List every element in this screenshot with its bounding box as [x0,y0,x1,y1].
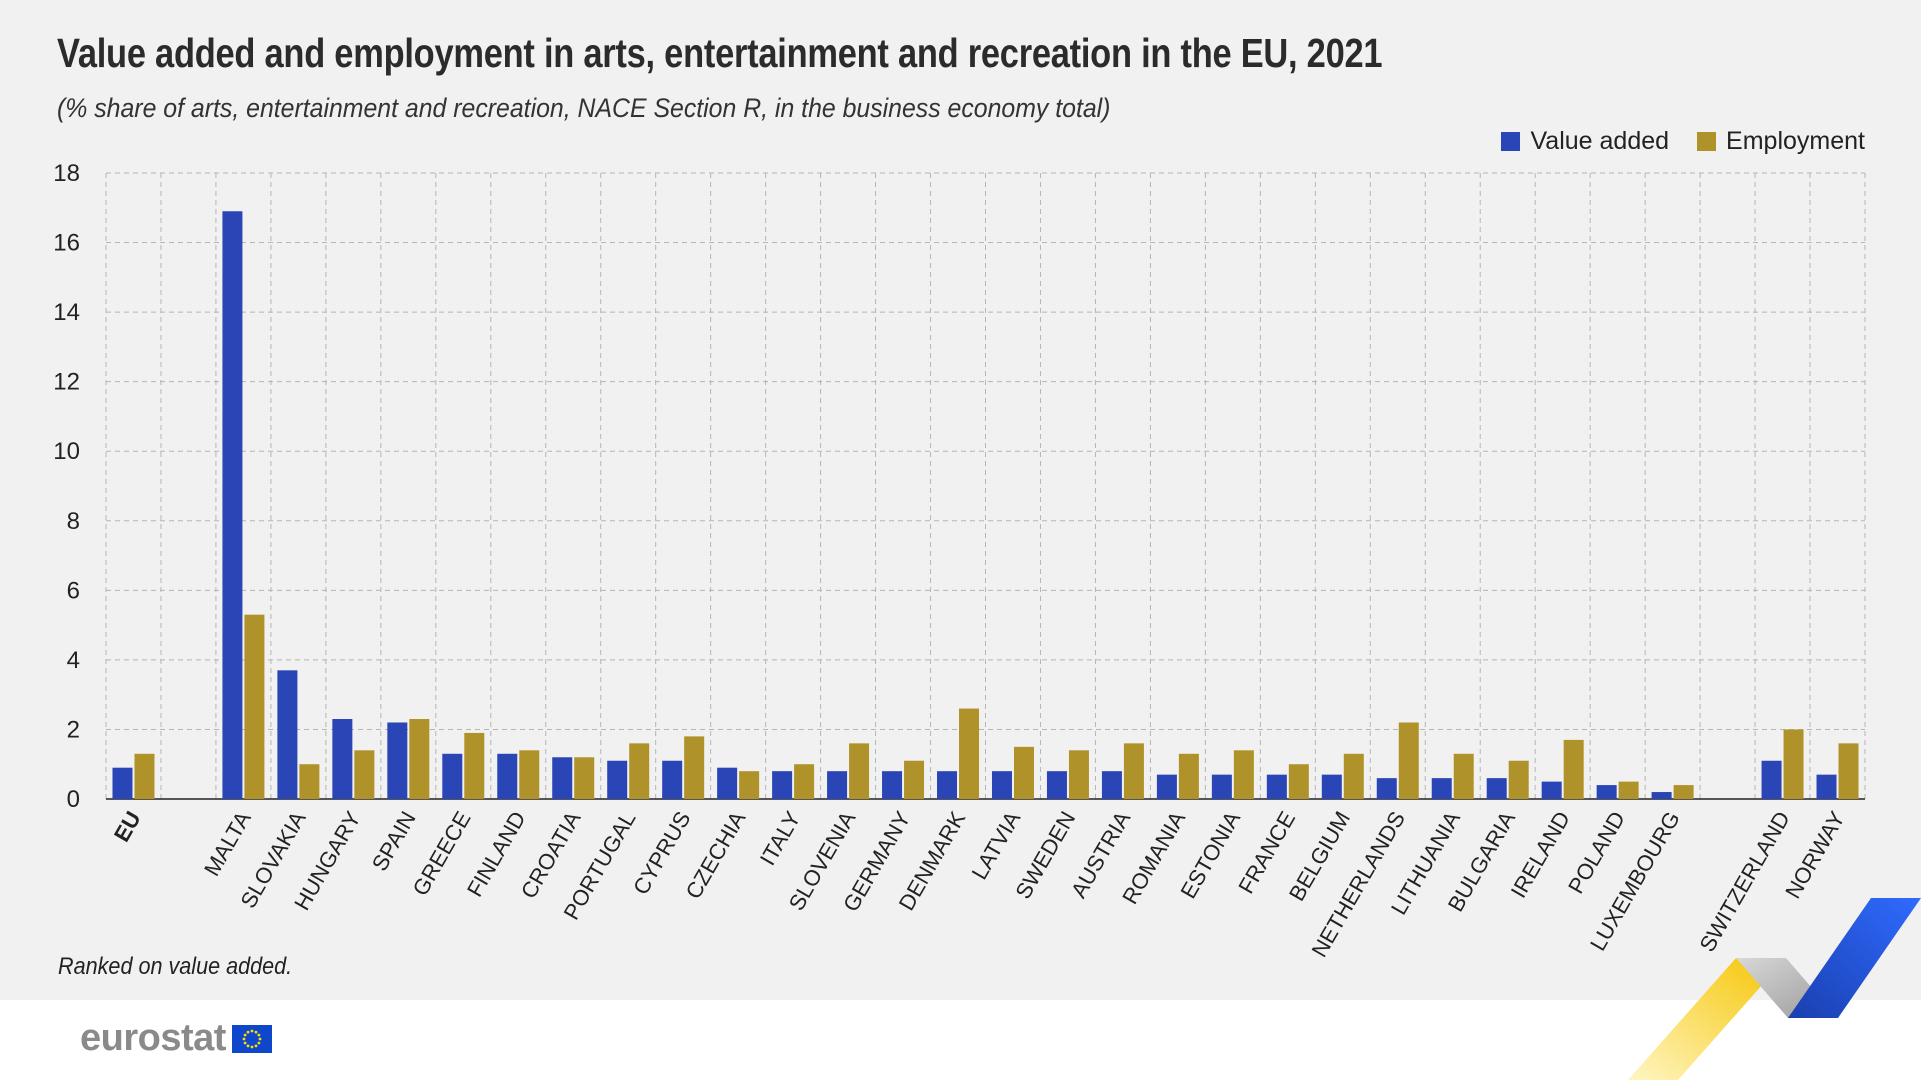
bar-employment-hungary [354,750,375,799]
bar-value-added-bulgaria [1486,778,1507,799]
bar-employment-ireland [1563,739,1584,799]
legend-label-employment: Employment [1726,127,1865,155]
bar-value-added-norway [1816,774,1837,799]
bar-value-added-poland [1596,785,1617,799]
y-tick-label: 0 [67,786,80,813]
bar-value-added-romania [1156,774,1177,799]
logo-text: eurostat [80,1017,226,1059]
legend-item-value-added: Value added [1501,127,1669,156]
footnote: Ranked on value added. [58,953,293,980]
bar-employment-slovakia [299,764,320,799]
bar-employment-switzerland [1783,729,1804,799]
y-tick-label: 2 [67,716,80,743]
bar-employment-austria [1123,743,1144,799]
x-tick-label: EU [109,807,146,846]
bar-employment-malta [244,614,265,799]
bar-value-added-netherlands [1376,778,1397,799]
chart-subtitle: (% share of arts, entertainment and recr… [57,93,1111,123]
chart-title: Value added and employment in arts, ente… [57,30,1383,76]
x-tick-label: SPAIN [367,807,421,875]
decorative-ribbon-graphic [1628,898,1921,1080]
y-tick-label: 14 [53,299,80,326]
bar-employment-netherlands [1398,722,1419,799]
bar-value-added-slovakia [277,670,298,799]
bar-value-added-germany [882,771,903,799]
bar-employment-romania [1178,753,1199,799]
bar-value-added-czechia [717,767,738,799]
eu-flag-icon [231,1024,272,1053]
bar-employment-latvia [1013,746,1034,799]
bar-employment-bulgaria [1508,760,1529,799]
bar-value-added-belgium [1321,774,1342,799]
bar-employment-czechia [739,771,760,799]
bar-value-added-switzerland [1761,760,1782,799]
bar-value-added-finland [497,753,518,799]
y-tick-label: 6 [67,577,80,604]
bar-value-added-greece [442,753,463,799]
y-tick-label: 18 [53,160,80,187]
legend-label-value-added: Value added [1530,127,1670,155]
bar-value-added-spain [387,722,408,799]
bar-employment-italy [794,764,815,799]
y-tick-label: 16 [53,230,80,257]
bar-employment-poland [1618,781,1639,799]
bar-value-added-lithuania [1431,778,1452,799]
bar-value-added-latvia [991,771,1012,799]
bar-value-added-italy [772,771,793,799]
bar-employment-germany [904,760,925,799]
legend-swatch-value-added [1501,132,1521,151]
bar-value-added-sweden [1046,771,1067,799]
bar-employment-estonia [1233,750,1254,799]
bar-employment-luxembourg [1673,785,1694,799]
bar-employment-slovenia [849,743,870,799]
bar-value-added-france [1266,774,1287,799]
chart-panel [0,0,1921,1000]
bar-employment-lithuania [1453,753,1474,799]
x-tick-label: MALTA [199,807,256,880]
bars-layer [112,211,1859,799]
bar-value-added-portugal [607,760,628,799]
x-tick-label: LATVIA [967,807,1026,884]
bar-value-added-croatia [552,757,573,799]
bar-value-added-malta [222,211,243,799]
bar-value-added-luxembourg [1651,792,1672,799]
bar-value-added-slovenia [827,771,848,799]
y-tick-label: 12 [53,369,80,396]
y-tick-label: 8 [67,508,80,535]
bar-employment-croatia [574,757,595,799]
bar-value-added-austria [1101,771,1122,799]
bar-employment-belgium [1343,753,1364,799]
bar-employment-denmark [959,708,980,799]
bar-value-added-hungary [332,719,353,799]
bar-employment-france [1288,764,1309,799]
bar-employment-spain [409,719,430,799]
bar-employment-cyprus [684,736,705,799]
y-tick-label: 10 [53,438,80,465]
legend-swatch-employment [1697,132,1717,151]
bar-value-added-estonia [1211,774,1232,799]
bar-value-added-ireland [1541,781,1562,799]
bar-value-added-cyprus [662,760,683,799]
bar-value-added-eu [112,767,133,799]
legend-item-employment: Employment [1697,127,1865,156]
bar-employment-finland [519,750,540,799]
bar-employment-eu [134,753,155,799]
bar-employment-greece [464,732,485,799]
bar-value-added-denmark [937,771,958,799]
bar-employment-sweden [1068,750,1089,799]
bar-employment-norway [1838,743,1859,799]
legend: Value added Employment [1501,127,1865,156]
y-tick-label: 4 [67,647,80,674]
x-tick-label: ITALY [755,807,806,870]
bar-employment-portugal [629,743,650,799]
grid-layer [105,172,1866,800]
eurostat-logo: eurostat [80,1017,272,1060]
